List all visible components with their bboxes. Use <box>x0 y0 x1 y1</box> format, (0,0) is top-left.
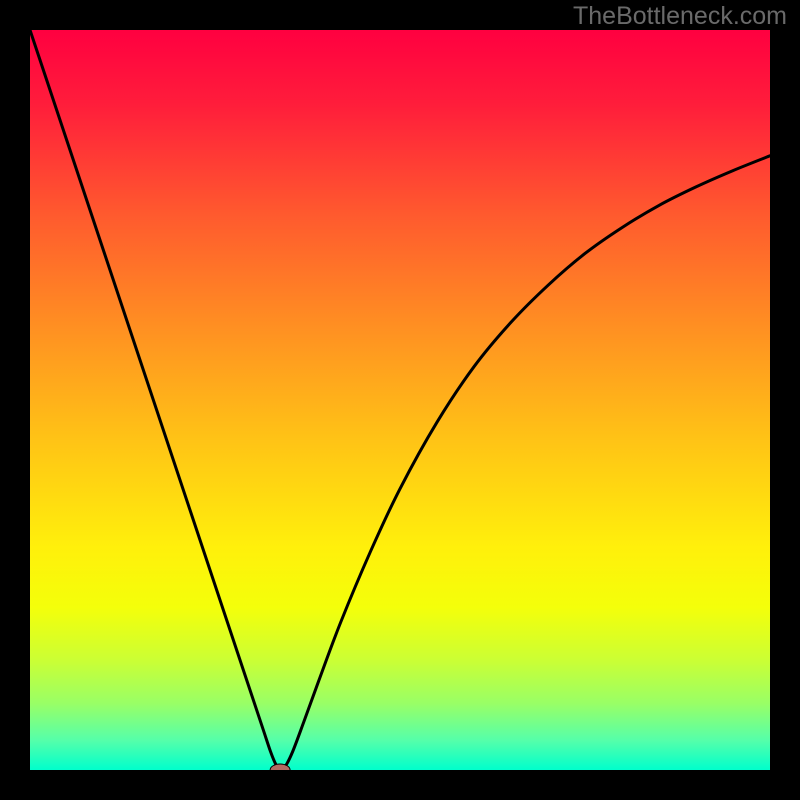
watermark-text: TheBottleneck.com <box>573 2 787 31</box>
chart-container: TheBottleneck.com <box>0 0 800 800</box>
plot-area <box>30 30 770 770</box>
chart-svg <box>30 30 770 770</box>
plot-background <box>30 30 770 770</box>
